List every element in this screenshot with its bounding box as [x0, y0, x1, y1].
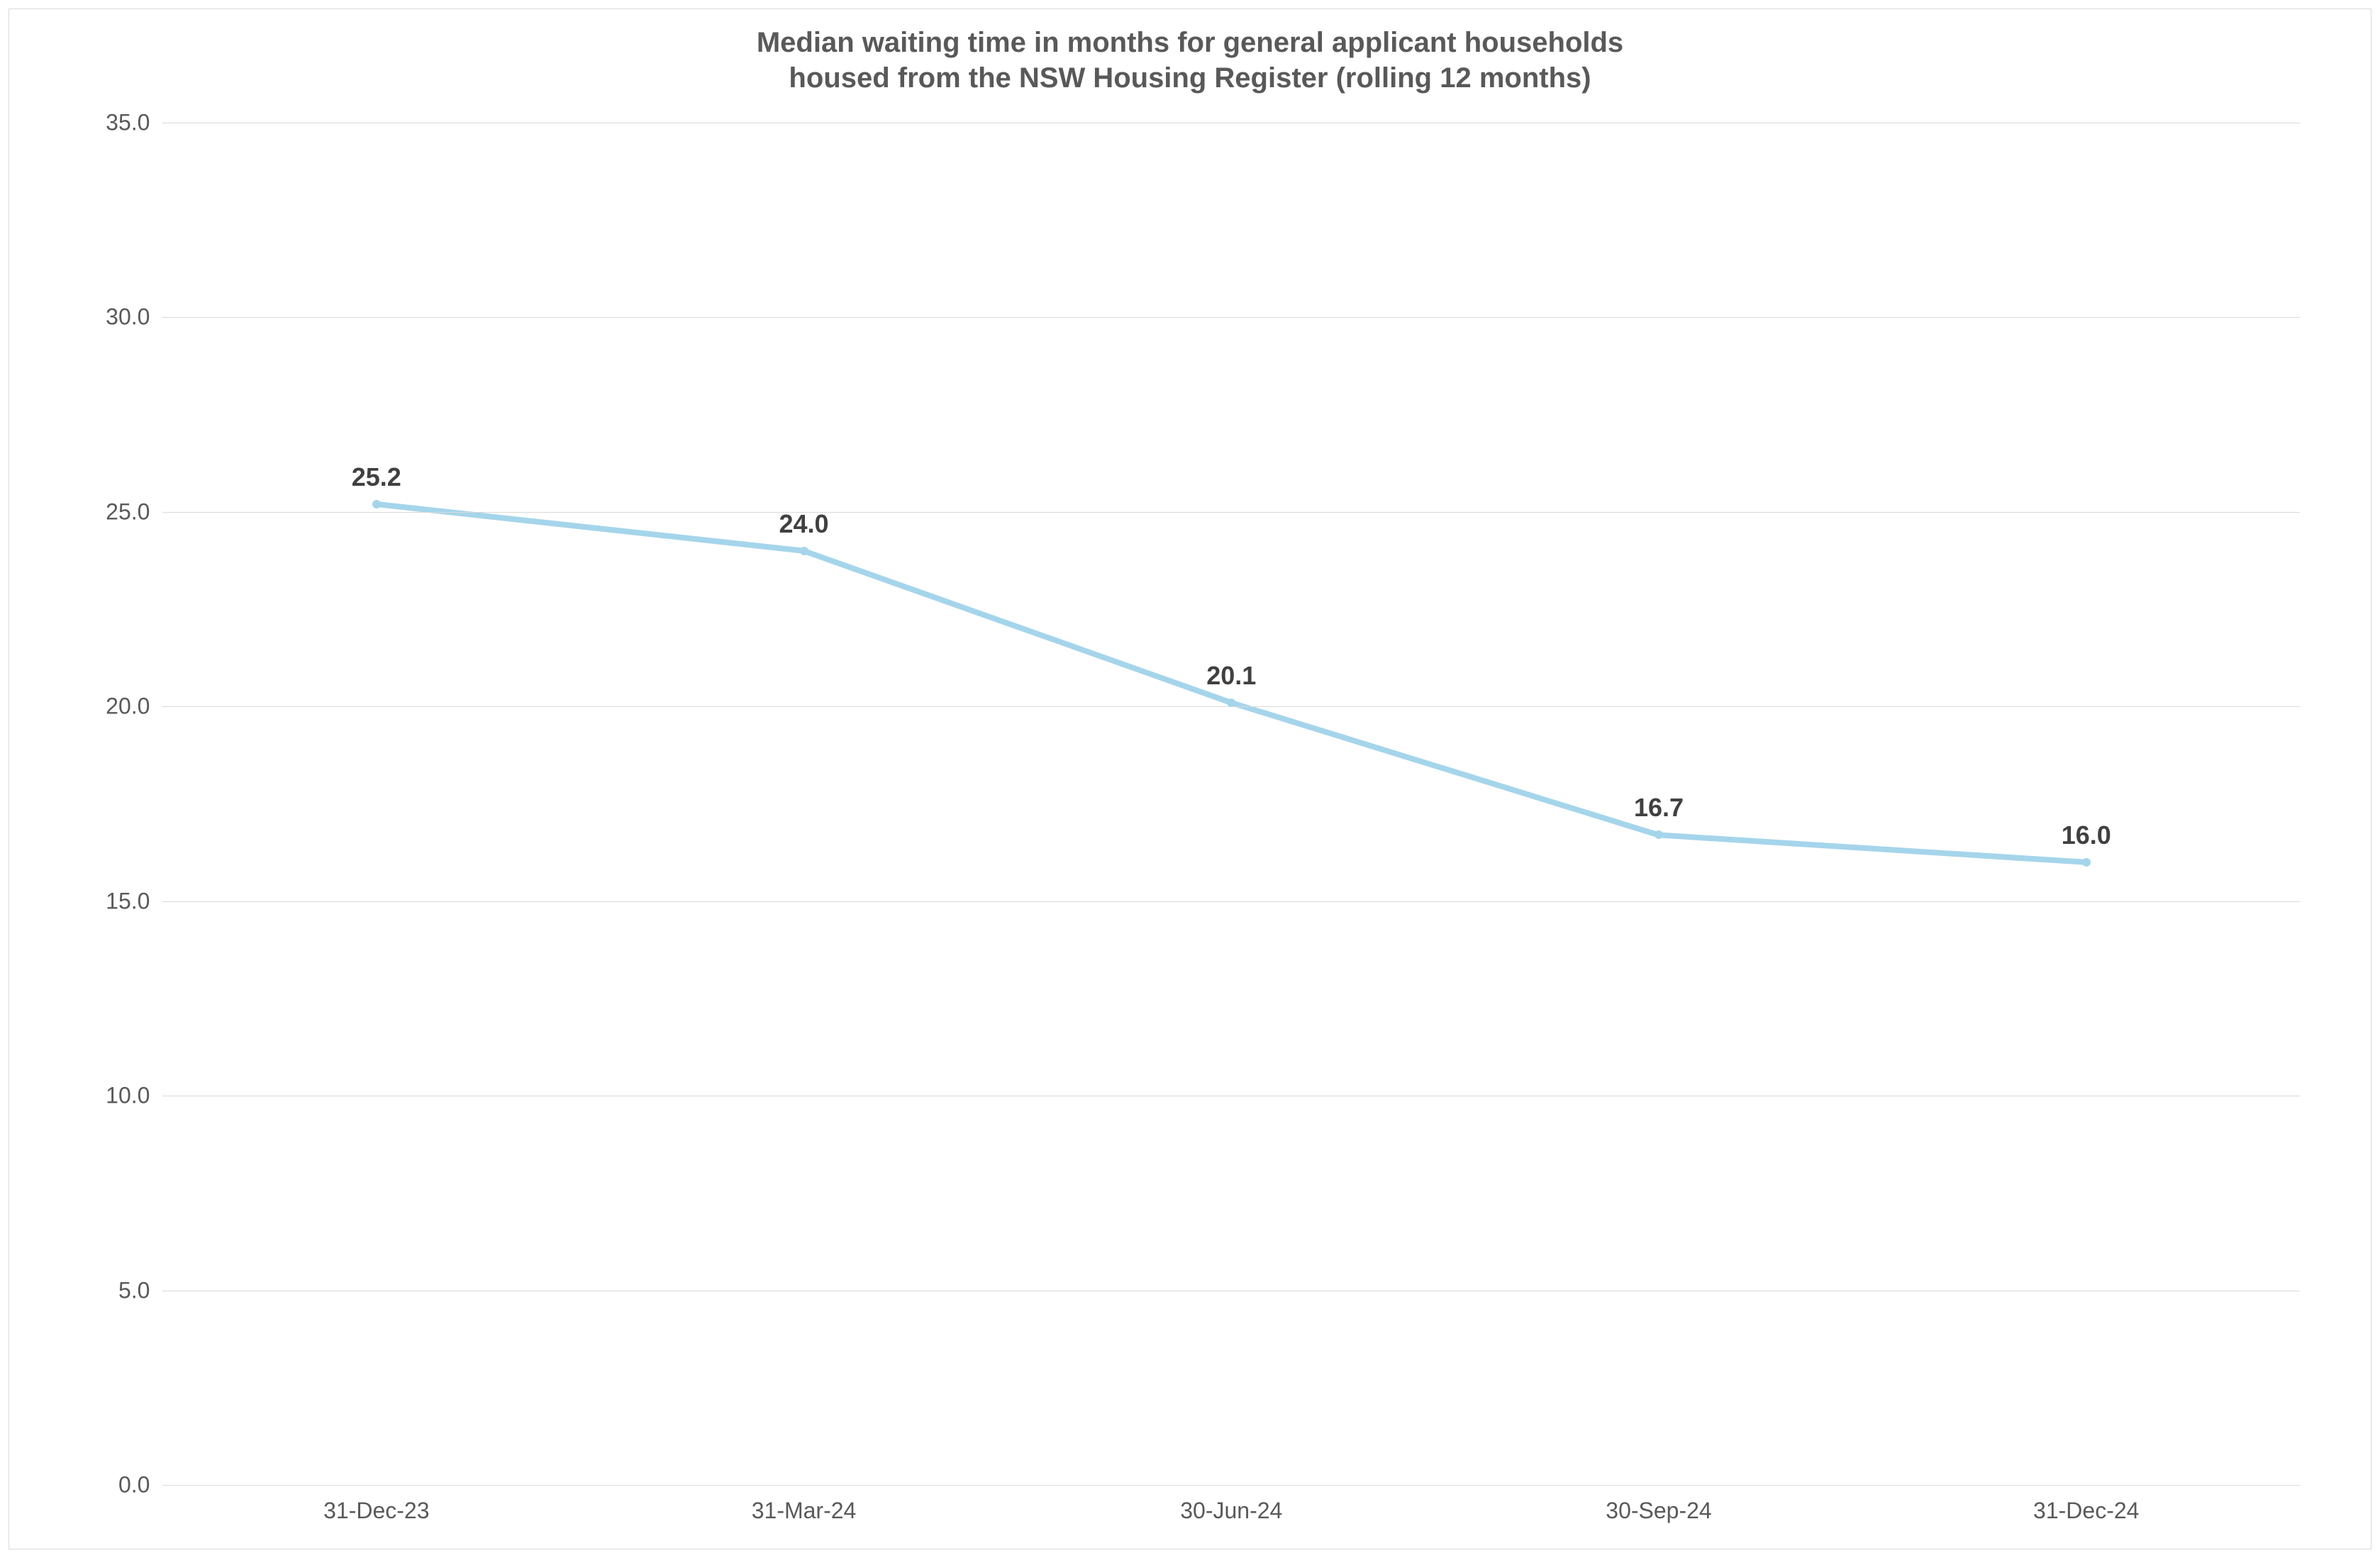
- x-tick-label: 30-Sep-24: [1606, 1485, 1711, 1524]
- data-point-label: 16.0: [2062, 820, 2111, 850]
- y-tick-label: 30.0: [106, 304, 162, 330]
- gridline: [162, 512, 2300, 513]
- data-point-label: 16.7: [1634, 794, 1684, 823]
- gridline: [162, 901, 2300, 902]
- data-point-marker: [800, 547, 808, 555]
- x-tick-label: 31-Dec-23: [323, 1485, 429, 1524]
- plot-area: 0.05.010.015.020.025.030.035.031-Dec-233…: [162, 123, 2300, 1485]
- chart-title-line2: housed from the NSW Housing Register (ro…: [789, 62, 1591, 94]
- data-point-label: 24.0: [779, 509, 828, 539]
- line-series: [162, 123, 2300, 1485]
- x-tick-label: 31-Mar-24: [752, 1485, 857, 1524]
- data-point-label: 20.1: [1206, 661, 1256, 691]
- gridline: [162, 317, 2300, 318]
- data-point-marker: [372, 500, 381, 508]
- x-tick-label: 30-Jun-24: [1180, 1485, 1282, 1524]
- data-point-marker: [2082, 858, 2091, 867]
- chart-border: Median waiting time in months for genera…: [9, 9, 2371, 1549]
- data-point-label: 25.2: [352, 462, 401, 492]
- y-tick-label: 35.0: [106, 110, 162, 136]
- x-tick-label: 31-Dec-24: [2033, 1485, 2139, 1524]
- y-tick-label: 5.0: [118, 1277, 162, 1303]
- y-tick-label: 15.0: [106, 888, 162, 914]
- chart-title-line1: Median waiting time in months for genera…: [757, 27, 1623, 58]
- y-tick-label: 25.0: [106, 499, 162, 525]
- y-tick-label: 20.0: [106, 694, 162, 720]
- chart-title: Median waiting time in months for genera…: [9, 9, 2371, 103]
- y-tick-label: 0.0: [118, 1472, 162, 1498]
- chart-container: Median waiting time in months for genera…: [0, 0, 2380, 1558]
- data-point-marker: [1655, 830, 1663, 839]
- data-point-marker: [1227, 699, 1235, 707]
- y-tick-label: 10.0: [106, 1083, 162, 1109]
